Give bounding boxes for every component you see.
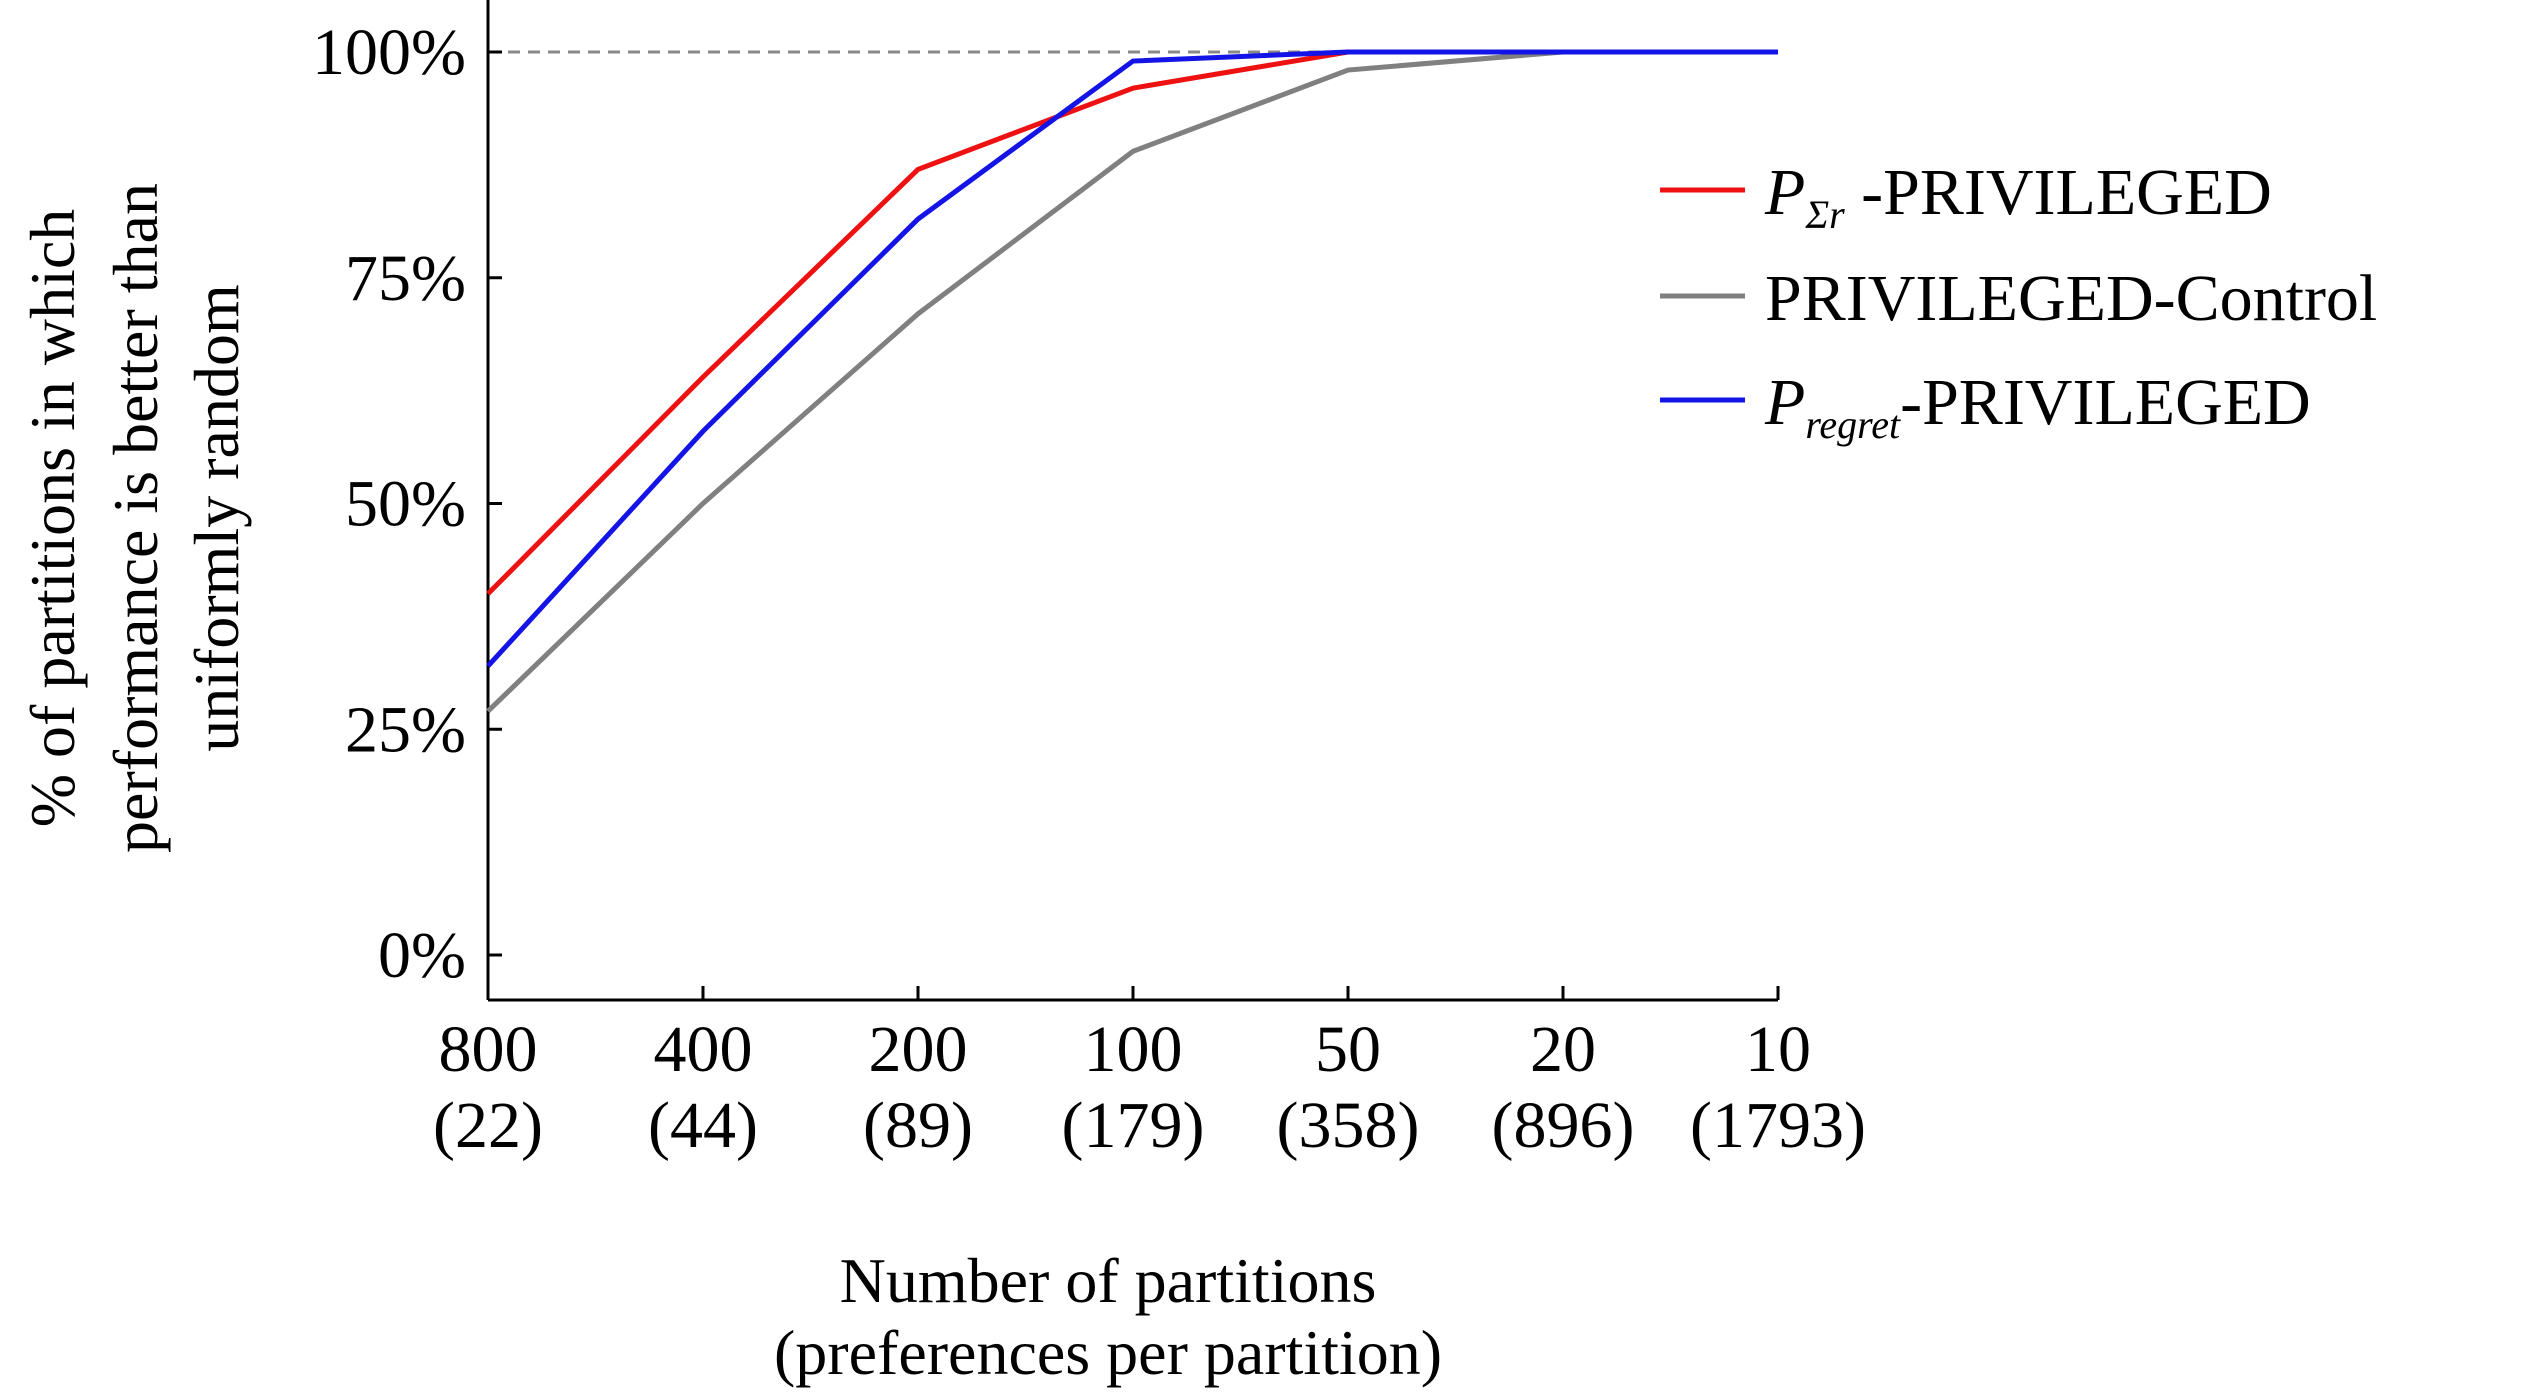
- y-axis-label: uniformly random: [181, 284, 252, 751]
- x-tick-sublabel: (22): [433, 1089, 543, 1162]
- y-tick-label: 50%: [345, 468, 466, 541]
- axes: [486, 0, 1780, 1002]
- x-tick-label: 10: [1745, 1013, 1811, 1086]
- y-tick-label: 75%: [345, 242, 466, 315]
- x-tick-sublabel: (44): [648, 1089, 758, 1162]
- tick-labels: 0%25%50%75%100%800(22)400(44)200(89)100(…: [312, 16, 1866, 1162]
- x-tick-label: 400: [654, 1013, 753, 1086]
- y-tick-label: 0%: [378, 919, 466, 992]
- y-tick-label: 100%: [312, 16, 466, 89]
- series-layer: [486, 49, 1778, 713]
- y-tick-label: 25%: [345, 693, 466, 766]
- series-line: [486, 49, 1778, 713]
- x-tick-label: 100: [1084, 1013, 1183, 1086]
- x-tick-sublabel: (89): [863, 1089, 973, 1162]
- legend-entry: PRIVILEGED-Control: [1765, 262, 2377, 335]
- axis-labels: Number of partitions(preferences per par…: [17, 183, 1442, 1388]
- legend-entry: Pregret-PRIVILEGED: [1764, 366, 2311, 447]
- y-axis-label: % of partitions in which: [17, 209, 88, 828]
- x-tick-sublabel: (179): [1062, 1089, 1205, 1162]
- series-line: [486, 49, 1778, 596]
- legend: PΣr -PRIVILEGED PRIVILEGED-Control Pregret…: [1660, 156, 2377, 447]
- legend-entry: PΣr -PRIVILEGED: [1764, 156, 2272, 237]
- x-tick-sublabel: (358): [1277, 1089, 1420, 1162]
- y-axis-label: performance is better than: [100, 183, 171, 853]
- series-line: [486, 49, 1778, 668]
- x-axis-label: Number of partitions: [840, 1245, 1377, 1316]
- x-tick-sublabel: (896): [1492, 1089, 1635, 1162]
- x-tick-label: 50: [1315, 1013, 1381, 1086]
- x-tick-label: 200: [869, 1013, 968, 1086]
- x-tick-sublabel: (1793): [1690, 1089, 1866, 1162]
- x-tick-label: 800: [439, 1013, 538, 1086]
- x-axis-label: (preferences per partition): [774, 1317, 1442, 1388]
- x-tick-label: 20: [1530, 1013, 1596, 1086]
